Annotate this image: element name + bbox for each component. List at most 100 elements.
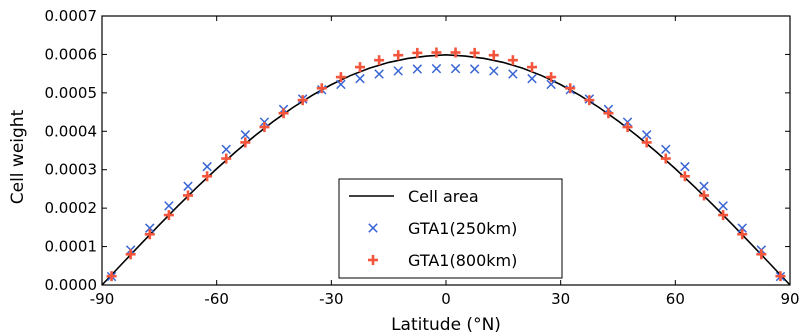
point-gta1-250km — [699, 181, 709, 191]
legend-label: GTA1(250km) — [408, 219, 517, 238]
marker-stroke — [718, 201, 728, 211]
point-gta1-250km — [336, 79, 346, 90]
y-tick-label: 0.0004 — [45, 122, 98, 140]
marker-stroke — [355, 73, 365, 84]
point-gta1-800km — [202, 171, 213, 182]
marker-stroke — [183, 181, 193, 191]
point-gta1-800km — [775, 271, 786, 282]
point-gta1-800km — [106, 271, 117, 282]
point-gta1-250km — [718, 201, 728, 211]
point-gta1-250km — [546, 79, 556, 90]
point-gta1-800km — [278, 108, 289, 119]
marker-stroke — [336, 79, 346, 90]
point-gta1-250km — [183, 181, 193, 191]
point-gta1-250km — [508, 69, 518, 79]
point-gta1-800km — [125, 249, 136, 260]
point-gta1-800km — [546, 72, 557, 83]
point-gta1-250km — [221, 144, 231, 155]
marker-stroke — [527, 73, 537, 84]
y-axis-label: Cell weight — [8, 109, 28, 204]
legend: Cell area GTA1(250km) GTA1(800km) — [338, 178, 563, 279]
y-tick-label: 0.0007 — [45, 7, 98, 25]
point-gta1-250km — [374, 69, 384, 79]
x-axis-label: Latitude (°N) — [391, 315, 501, 334]
marker-stroke — [221, 144, 231, 155]
marker-stroke — [661, 144, 671, 155]
marker-stroke — [374, 69, 384, 79]
point-gta1-250km — [489, 66, 499, 76]
marker-stroke — [508, 69, 518, 79]
marker-stroke — [641, 130, 652, 140]
point-gta1-800km — [221, 153, 232, 164]
series-line-cell-area — [101, 54, 791, 286]
point-gta1-800km — [641, 137, 652, 148]
marker-stroke — [393, 66, 403, 76]
x-tick-label: -30 — [319, 290, 344, 308]
point-gta1-800km — [259, 122, 270, 133]
point-gta1-800km — [355, 62, 365, 73]
point-gta1-800km — [431, 47, 442, 58]
point-gta1-800km — [584, 95, 595, 106]
point-gta1-250km — [240, 130, 251, 140]
y-tick-label: 0.0000 — [45, 276, 98, 294]
point-gta1-800km — [163, 210, 174, 221]
y-tick-label: 0.0001 — [45, 238, 98, 256]
marker-stroke — [737, 223, 747, 233]
marker-stroke — [202, 161, 212, 172]
legend-swatch-plus-marker — [368, 255, 378, 265]
point-gta1-800km — [393, 50, 404, 61]
y-tick-label: 0.0006 — [45, 45, 98, 63]
legend-label: Cell area — [408, 187, 479, 206]
point-gta1-250km — [164, 201, 174, 211]
marker-stroke — [699, 181, 709, 191]
x-tick-label: 60 — [666, 290, 685, 308]
legend-swatch-x-marker — [368, 223, 378, 233]
marker-stroke — [450, 63, 461, 74]
marker-stroke — [412, 64, 423, 74]
marker-stroke — [546, 79, 556, 90]
point-gta1-800km — [718, 210, 729, 221]
point-gta1-800km — [603, 108, 614, 119]
point-gta1-250km — [202, 161, 212, 172]
point-gta1-800km — [297, 95, 308, 106]
point-gta1-250km — [737, 223, 747, 233]
x-tick-label: -60 — [204, 290, 229, 308]
point-gta1-800km — [374, 55, 385, 66]
x-tick-label: 0 — [441, 290, 451, 308]
plot-frame — [101, 15, 791, 286]
point-gta1-250km — [412, 64, 423, 74]
marker-stroke — [240, 130, 251, 140]
point-gta1-800km — [756, 249, 767, 260]
point-gta1-800km — [527, 62, 537, 73]
legend-label: GTA1(800km) — [408, 251, 517, 270]
point-gta1-800km — [507, 55, 518, 66]
point-gta1-800km — [469, 47, 480, 58]
x-tick-label: 90 — [780, 290, 799, 308]
y-tick-label: 0.0002 — [45, 199, 98, 217]
marker-stroke — [145, 223, 155, 233]
x-tick-label: -90 — [90, 290, 115, 308]
point-gta1-800km — [240, 137, 251, 148]
point-gta1-250km — [469, 64, 480, 74]
point-gta1-800km — [737, 229, 748, 240]
point-gta1-250km — [431, 63, 442, 74]
point-gta1-800km — [699, 190, 709, 201]
x-tick-label: 30 — [551, 290, 570, 308]
point-gta1-800km — [622, 122, 633, 133]
point-gta1-250km — [661, 144, 671, 155]
point-gta1-250km — [527, 73, 537, 84]
point-gta1-250km — [641, 130, 652, 140]
point-gta1-800km — [450, 47, 461, 58]
point-gta1-250km — [355, 73, 365, 84]
point-gta1-800km — [565, 83, 576, 94]
point-gta1-800km — [144, 229, 155, 240]
marker-stroke — [469, 64, 480, 74]
point-gta1-800km — [679, 171, 690, 182]
plot-area: -90 -60 -30 0 30 60 90 0.0000 0.0001 0.0002 0.0003… — [45, 7, 800, 308]
marker-stroke — [680, 161, 690, 172]
marker-stroke — [431, 63, 442, 74]
point-gta1-800km — [316, 83, 327, 94]
point-gta1-800km — [335, 72, 346, 83]
marker-stroke — [164, 201, 174, 211]
